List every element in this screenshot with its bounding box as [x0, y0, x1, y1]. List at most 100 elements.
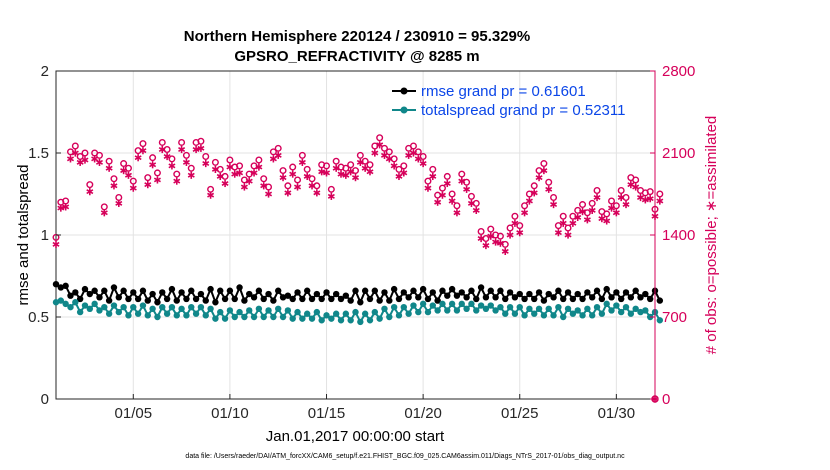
possible-obs-marker	[139, 140, 147, 148]
series-point	[444, 292, 451, 299]
series-point	[250, 294, 258, 301]
assimilated-obs-marker	[424, 184, 432, 192]
possible-obs-marker	[163, 145, 171, 153]
possible-obs-marker	[390, 155, 398, 163]
series-point	[608, 294, 615, 301]
assimilated-obs-marker	[95, 158, 103, 166]
assimilated-obs-marker	[540, 166, 548, 175]
series-point	[57, 297, 65, 304]
series-point	[632, 287, 639, 294]
possible-obs-marker	[332, 157, 340, 165]
assimilated-obs-marker	[100, 209, 108, 217]
series-point	[477, 284, 485, 291]
assimilated-obs-marker	[178, 145, 186, 154]
series-point	[506, 289, 514, 296]
assimilated-obs-marker	[371, 149, 379, 157]
series-point	[284, 307, 292, 314]
series-point	[183, 312, 190, 319]
series-point	[642, 307, 649, 314]
series-point	[613, 289, 620, 296]
possible-obs-marker	[95, 151, 103, 159]
series-point	[154, 299, 161, 306]
possible-obs-marker	[506, 224, 514, 232]
series-point	[139, 302, 147, 309]
possible-obs-marker	[409, 142, 417, 150]
series-point	[81, 302, 89, 309]
series-point	[622, 289, 630, 296]
series-point	[299, 315, 306, 322]
series-point	[86, 305, 94, 312]
series-point	[526, 290, 533, 298]
possible-obs-marker	[521, 202, 529, 210]
series-point	[183, 295, 190, 303]
series-point	[125, 295, 132, 303]
assimilated-obs-marker	[182, 158, 190, 166]
legend-spread-label: totalspread grand pr = 0.52311	[421, 102, 625, 119]
assimilated-obs-marker	[482, 241, 490, 250]
series-point	[506, 303, 514, 311]
assimilated-obs-marker	[419, 159, 427, 168]
assimilated-obs-marker	[550, 200, 558, 209]
series-point	[226, 287, 234, 294]
assimilated-obs-marker	[564, 231, 572, 239]
possible-obs-marker	[211, 158, 219, 166]
assimilated-obs-marker	[236, 169, 244, 177]
possible-obs-marker	[579, 201, 587, 209]
series-point	[357, 299, 364, 306]
series-point	[545, 290, 552, 298]
possible-obs-marker	[467, 192, 475, 200]
series-point	[419, 300, 427, 308]
possible-obs-marker	[221, 172, 229, 180]
series-point	[502, 310, 509, 317]
possible-obs-marker	[540, 160, 548, 168]
series-point	[453, 292, 461, 299]
y2-tick-label: 2100	[662, 145, 695, 162]
possible-obs-marker	[168, 155, 176, 163]
series-point	[511, 294, 519, 301]
data-file-footnote: data file: /Users/raeder/DAI/ATM_forcXX/…	[185, 453, 625, 460]
series-point	[434, 297, 441, 304]
y-tick-label: 2	[41, 63, 49, 80]
series-point	[521, 295, 528, 303]
series-point	[617, 308, 625, 316]
possible-obs-marker	[279, 167, 287, 175]
assimilated-obs-marker	[298, 158, 306, 166]
series-point	[405, 294, 412, 301]
series-point	[468, 300, 475, 308]
series-point	[574, 290, 581, 298]
series-point	[212, 299, 219, 306]
series-point	[598, 310, 606, 317]
series-point	[361, 310, 369, 317]
assimilated-obs-marker	[216, 172, 224, 181]
series-point	[52, 281, 60, 288]
series-point	[598, 295, 606, 303]
series-point	[395, 312, 403, 319]
assimilated-obs-marker	[574, 213, 582, 222]
series-point	[444, 307, 451, 314]
possible-obs-marker	[453, 202, 461, 210]
series-point	[168, 303, 176, 311]
series-point	[308, 295, 316, 303]
series-point	[188, 303, 195, 311]
possible-obs-marker	[269, 148, 277, 156]
series-point	[76, 295, 84, 303]
obs-count-layer	[52, 134, 664, 403]
series-point	[289, 315, 296, 322]
series-point	[115, 308, 122, 316]
possible-obs-marker	[511, 212, 519, 220]
series-point	[579, 312, 586, 319]
series-point	[656, 297, 664, 304]
assimilated-obs-marker	[496, 239, 504, 247]
assimilated-obs-marker	[559, 219, 567, 227]
series-point	[405, 310, 412, 317]
possible-obs-marker	[342, 164, 350, 172]
assimilated-obs-marker	[173, 177, 181, 185]
x-axis: 01/05 01/10 01/15 01/20 01/25 01/30	[115, 394, 635, 422]
series-point	[101, 303, 108, 311]
assimilated-obs-marker	[332, 164, 340, 172]
series-point	[313, 290, 321, 298]
series-point	[332, 290, 340, 298]
possible-obs-marker	[120, 160, 128, 168]
assimilated-obs-marker	[294, 183, 302, 191]
series-point	[637, 308, 644, 316]
